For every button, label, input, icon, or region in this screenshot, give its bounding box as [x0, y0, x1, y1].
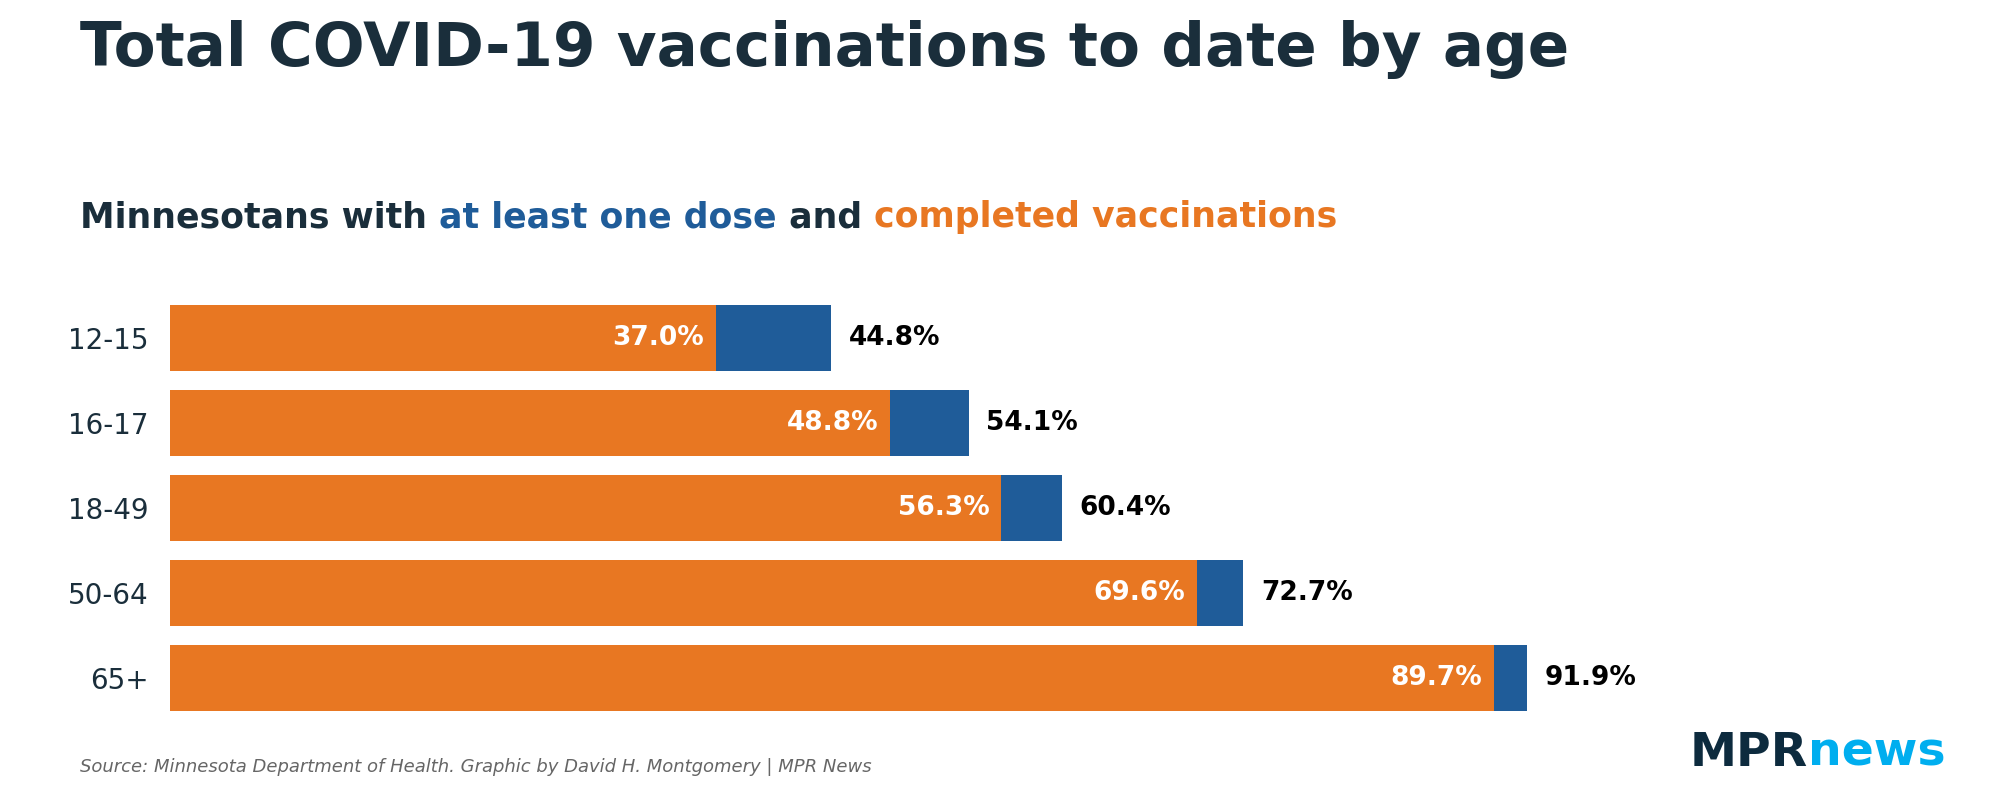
Bar	[170, 390, 890, 456]
Text: Source: Minnesota Department of Health. Graphic by David H. Montgomery | MPR New: Source: Minnesota Department of Health. …	[80, 758, 872, 776]
Text: Minnesotans with: Minnesotans with	[80, 200, 440, 234]
Text: 48.8%: 48.8%	[786, 410, 878, 436]
Text: 89.7%: 89.7%	[1390, 665, 1482, 690]
Text: and: and	[776, 200, 874, 234]
Bar	[170, 475, 1002, 541]
Bar	[1002, 475, 1062, 541]
Text: 72.7%: 72.7%	[1260, 580, 1352, 606]
Bar	[170, 560, 1198, 626]
Bar	[716, 306, 832, 371]
Text: 37.0%: 37.0%	[612, 326, 704, 351]
Text: completed vaccinations: completed vaccinations	[874, 200, 1338, 234]
Text: at least one dose: at least one dose	[440, 200, 776, 234]
Bar	[170, 645, 1494, 710]
Bar	[1198, 560, 1244, 626]
Text: 60.4%: 60.4%	[1080, 495, 1170, 521]
Text: 69.6%: 69.6%	[1094, 580, 1186, 606]
Bar	[170, 306, 716, 371]
Text: 91.9%: 91.9%	[1544, 665, 1636, 690]
Text: news: news	[1808, 731, 1946, 776]
Text: 44.8%: 44.8%	[850, 326, 940, 351]
Bar	[890, 390, 968, 456]
Text: MPR: MPR	[1690, 731, 1808, 776]
Text: Total COVID-19 vaccinations to date by age: Total COVID-19 vaccinations to date by a…	[80, 20, 1570, 79]
Text: 56.3%: 56.3%	[898, 495, 990, 521]
Text: 54.1%: 54.1%	[986, 410, 1078, 436]
Bar	[1494, 645, 1526, 710]
